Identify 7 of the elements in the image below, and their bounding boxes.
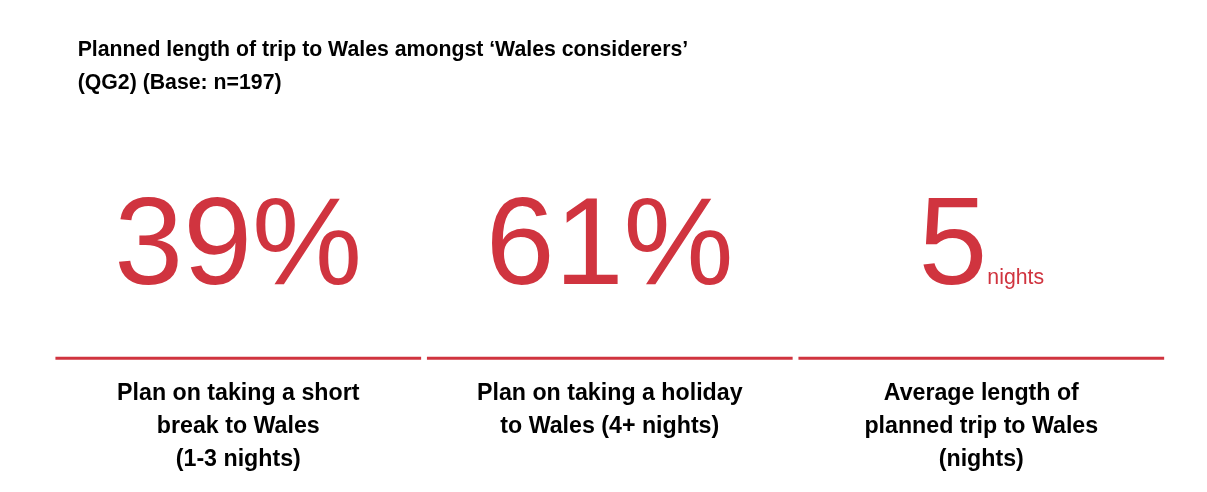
category-label: Plan on taking a short break to Wales (1-3 nights) (117, 378, 360, 471)
data-label: 61% (485, 171, 734, 310)
category-label: Plan on taking a holiday to Wales (4+ nights) (476, 378, 743, 438)
data-label: 39% (114, 171, 363, 310)
text: (QG2) (Base: n=197) (77, 70, 282, 95)
category-label: Average length of planned trip to Wales (nights) (864, 378, 1099, 471)
text: Planned length of trip to Wales amongst ‘Wales considerers’ (77, 37, 689, 62)
